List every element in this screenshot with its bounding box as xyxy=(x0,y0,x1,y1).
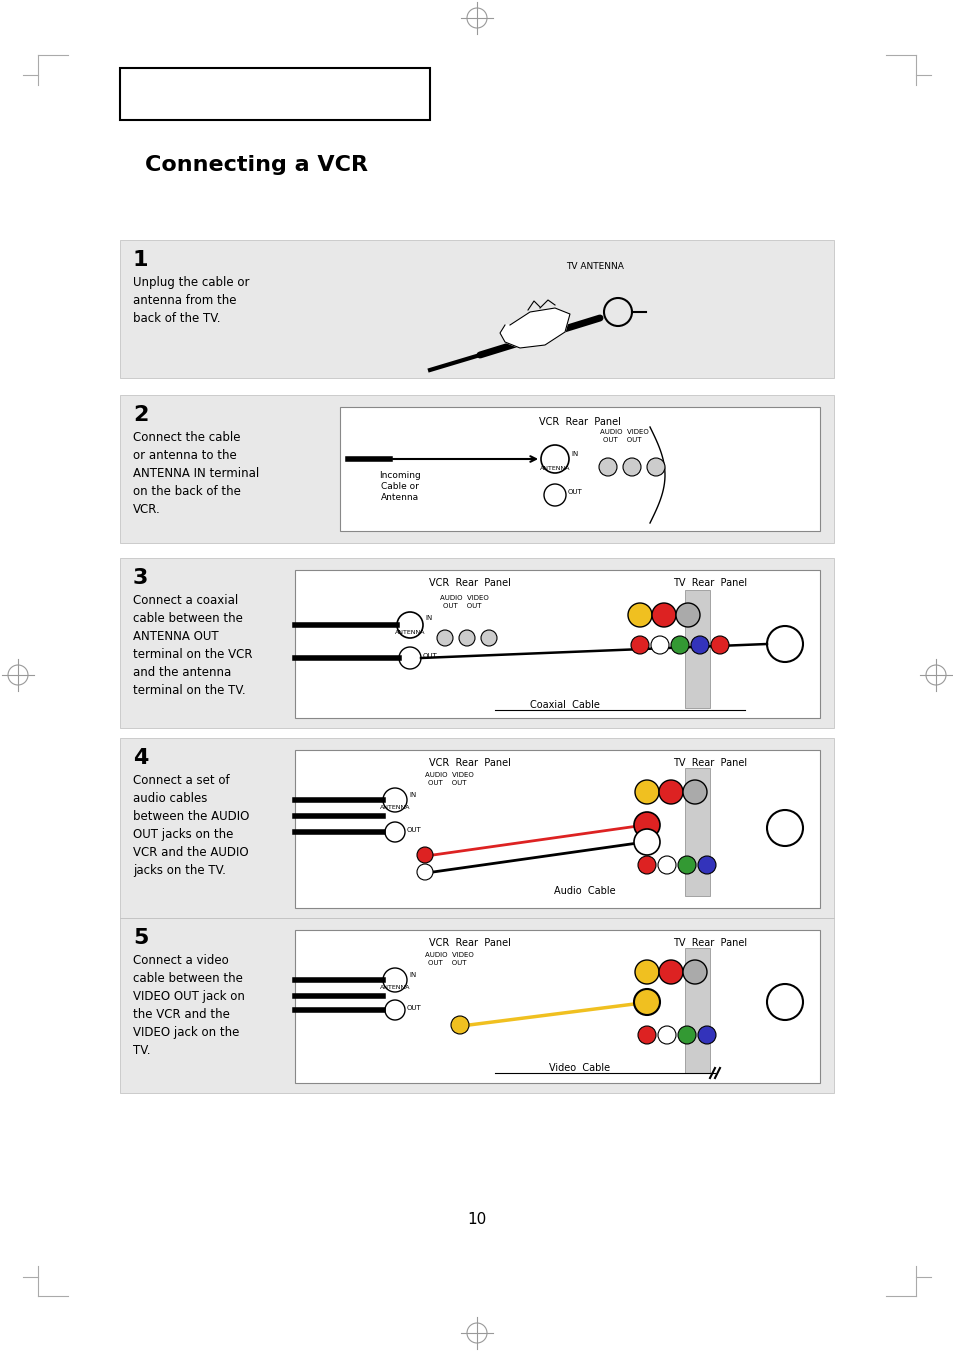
Text: ANTENNA: ANTENNA xyxy=(395,630,425,635)
Circle shape xyxy=(436,630,453,646)
Text: 5: 5 xyxy=(132,928,149,948)
Bar xyxy=(294,929,820,1084)
Text: IN: IN xyxy=(571,451,578,457)
Bar xyxy=(294,570,820,717)
Text: TV  Rear  Panel: TV Rear Panel xyxy=(672,938,746,948)
Circle shape xyxy=(650,636,668,654)
Circle shape xyxy=(634,830,659,855)
Text: AUDIO  VIDEO: AUDIO VIDEO xyxy=(439,594,488,601)
Circle shape xyxy=(458,630,475,646)
Text: ANTENNA: ANTENNA xyxy=(539,466,570,471)
Circle shape xyxy=(638,1025,656,1044)
Text: VCR  Rear  Panel: VCR Rear Panel xyxy=(538,417,620,427)
Circle shape xyxy=(622,458,640,476)
Circle shape xyxy=(658,857,676,874)
Text: OUT: OUT xyxy=(407,1005,421,1011)
Text: OUT    OUT: OUT OUT xyxy=(428,961,466,966)
Circle shape xyxy=(480,630,497,646)
Circle shape xyxy=(646,458,664,476)
Circle shape xyxy=(651,603,676,627)
Text: VCR  Rear  Panel: VCR Rear Panel xyxy=(429,938,511,948)
Text: Connect a video
cable between the
VIDEO OUT jack on
the VCR and the
VIDEO jack o: Connect a video cable between the VIDEO … xyxy=(132,954,245,1056)
Circle shape xyxy=(634,989,659,1015)
Circle shape xyxy=(659,961,682,984)
Bar xyxy=(120,917,833,1093)
Circle shape xyxy=(670,636,688,654)
Bar xyxy=(120,68,430,120)
Circle shape xyxy=(690,636,708,654)
Bar xyxy=(684,590,709,708)
Circle shape xyxy=(710,636,728,654)
Text: 10: 10 xyxy=(467,1212,486,1228)
Bar xyxy=(120,240,833,378)
Text: Connecting a VCR: Connecting a VCR xyxy=(145,155,368,176)
Circle shape xyxy=(638,857,656,874)
Text: OUT    OUT: OUT OUT xyxy=(602,436,640,443)
Text: Audio  Cable: Audio Cable xyxy=(554,886,616,896)
Text: OUT: OUT xyxy=(567,489,582,494)
Text: IN: IN xyxy=(409,971,416,978)
Circle shape xyxy=(698,1025,716,1044)
Text: Incoming
Cable or
Antenna: Incoming Cable or Antenna xyxy=(378,471,420,503)
Text: VCR  Rear  Panel: VCR Rear Panel xyxy=(429,758,511,767)
Text: AUDIO  VIDEO: AUDIO VIDEO xyxy=(599,430,648,435)
Text: Connect the cable
or antenna to the
ANTENNA IN terminal
on the back of the
VCR.: Connect the cable or antenna to the ANTE… xyxy=(132,431,259,516)
Circle shape xyxy=(676,603,700,627)
Text: Coaxial  Cable: Coaxial Cable xyxy=(530,700,599,711)
Text: 3: 3 xyxy=(132,567,149,588)
Circle shape xyxy=(416,865,433,880)
Text: TV  Rear  Panel: TV Rear Panel xyxy=(672,578,746,588)
Circle shape xyxy=(678,857,696,874)
Text: AUDIO  VIDEO: AUDIO VIDEO xyxy=(424,952,474,958)
Circle shape xyxy=(682,961,706,984)
Circle shape xyxy=(682,780,706,804)
Circle shape xyxy=(678,1025,696,1044)
Circle shape xyxy=(627,603,651,627)
Bar xyxy=(684,948,709,1073)
Circle shape xyxy=(416,847,433,863)
Text: OUT: OUT xyxy=(407,827,421,834)
Circle shape xyxy=(451,1016,469,1034)
Text: IN: IN xyxy=(424,615,432,621)
Circle shape xyxy=(635,961,659,984)
Bar xyxy=(120,394,833,543)
Circle shape xyxy=(634,812,659,838)
Circle shape xyxy=(659,780,682,804)
Text: OUT: OUT xyxy=(422,653,437,659)
Bar xyxy=(294,750,820,908)
Polygon shape xyxy=(499,308,569,349)
Text: TV  Rear  Panel: TV Rear Panel xyxy=(672,758,746,767)
Circle shape xyxy=(698,857,716,874)
Text: 2: 2 xyxy=(132,405,149,426)
Text: OUT    OUT: OUT OUT xyxy=(442,603,481,609)
Bar xyxy=(684,767,709,896)
Text: Connect a set of
audio cables
between the AUDIO
OUT jacks on the
VCR and the AUD: Connect a set of audio cables between th… xyxy=(132,774,249,877)
Text: Connect a coaxial
cable between the
ANTENNA OUT
terminal on the VCR
and the ante: Connect a coaxial cable between the ANTE… xyxy=(132,594,253,697)
Circle shape xyxy=(630,636,648,654)
Circle shape xyxy=(635,780,659,804)
Text: AUDIO  VIDEO: AUDIO VIDEO xyxy=(424,771,474,778)
Bar xyxy=(120,558,833,728)
Bar xyxy=(120,738,833,917)
Circle shape xyxy=(598,458,617,476)
Text: TV ANTENNA: TV ANTENNA xyxy=(565,262,623,272)
Circle shape xyxy=(658,1025,676,1044)
Bar xyxy=(339,407,820,531)
Text: 1: 1 xyxy=(132,250,149,270)
Text: VCR  Rear  Panel: VCR Rear Panel xyxy=(429,578,511,588)
Text: Video  Cable: Video Cable xyxy=(549,1063,610,1073)
Text: OUT    OUT: OUT OUT xyxy=(428,780,466,786)
Text: 4: 4 xyxy=(132,748,149,767)
Text: Unplug the cable or
antenna from the
back of the TV.: Unplug the cable or antenna from the bac… xyxy=(132,276,250,326)
Text: ANTENNA: ANTENNA xyxy=(379,805,410,811)
Text: IN: IN xyxy=(409,792,416,798)
Text: ANTENNA: ANTENNA xyxy=(379,985,410,990)
